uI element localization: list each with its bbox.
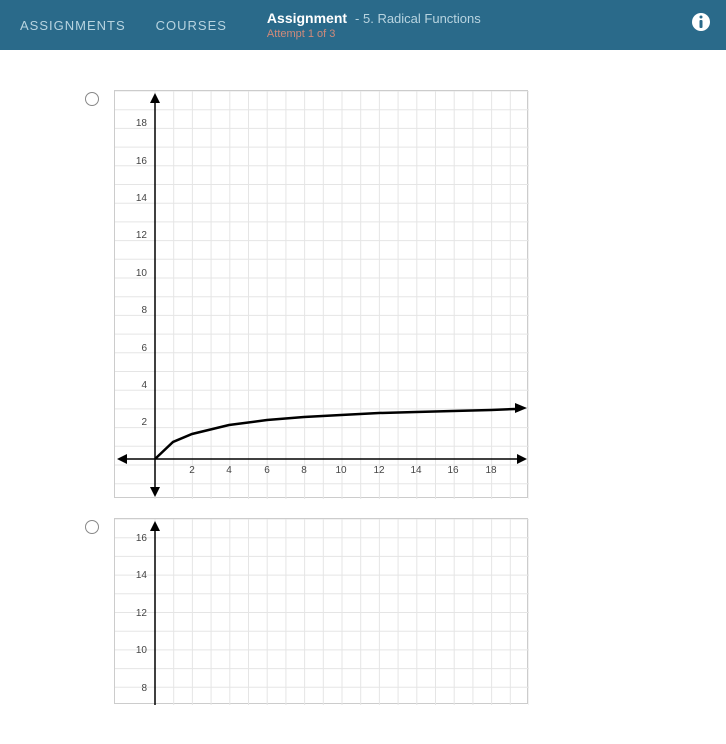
- svg-text:12: 12: [136, 608, 148, 619]
- assignment-name: - 5. Radical Functions: [355, 11, 481, 26]
- svg-text:14: 14: [136, 570, 148, 581]
- svg-text:16: 16: [136, 533, 148, 544]
- svg-text:16: 16: [136, 156, 148, 167]
- assignment-info: Assignment - 5. Radical Functions Attemp…: [267, 10, 481, 40]
- svg-text:10: 10: [136, 268, 148, 279]
- svg-text:2: 2: [141, 417, 147, 428]
- svg-text:10: 10: [136, 645, 148, 656]
- svg-text:16: 16: [447, 465, 459, 476]
- answer-option-1: 2 4 6 8 10 12 14 16 18 2 4 6 8 10 12 14 16 18: [85, 90, 641, 498]
- svg-text:4: 4: [226, 465, 232, 476]
- nav-tabs: ASSIGNMENTS COURSES: [20, 18, 227, 33]
- graph-1: 2 4 6 8 10 12 14 16 18 2 4 6 8 10 12 14 16 18: [114, 90, 528, 498]
- svg-text:8: 8: [301, 465, 307, 476]
- svg-text:14: 14: [136, 193, 148, 204]
- svg-text:12: 12: [373, 465, 385, 476]
- svg-text:4: 4: [141, 380, 147, 391]
- svg-text:2: 2: [189, 465, 195, 476]
- svg-text:12: 12: [136, 230, 148, 241]
- svg-text:8: 8: [141, 683, 147, 694]
- answer-option-2: 16 14 12 10 8: [85, 518, 641, 704]
- tab-courses[interactable]: COURSES: [156, 18, 227, 33]
- graph-2: 16 14 12 10 8: [114, 518, 528, 704]
- svg-text:6: 6: [264, 465, 270, 476]
- info-icon[interactable]: [691, 12, 711, 32]
- svg-text:6: 6: [141, 343, 147, 354]
- svg-text:18: 18: [136, 118, 148, 129]
- svg-text:14: 14: [410, 465, 422, 476]
- tab-assignments[interactable]: ASSIGNMENTS: [20, 18, 126, 33]
- attempt-text: Attempt 1 of 3: [267, 28, 481, 40]
- svg-text:10: 10: [335, 465, 347, 476]
- radio-button-2[interactable]: [85, 520, 99, 534]
- content-area: 2 4 6 8 10 12 14 16 18 2 4 6 8 10 12 14 16 18 16 14 12 10 8: [0, 50, 726, 744]
- radio-button-1[interactable]: [85, 92, 99, 106]
- assignment-title-line: Assignment - 5. Radical Functions: [267, 10, 481, 26]
- assignment-label: Assignment: [267, 10, 347, 26]
- header-bar: ASSIGNMENTS COURSES Assignment - 5. Radi…: [0, 0, 726, 50]
- svg-text:8: 8: [141, 305, 147, 316]
- svg-text:18: 18: [485, 465, 497, 476]
